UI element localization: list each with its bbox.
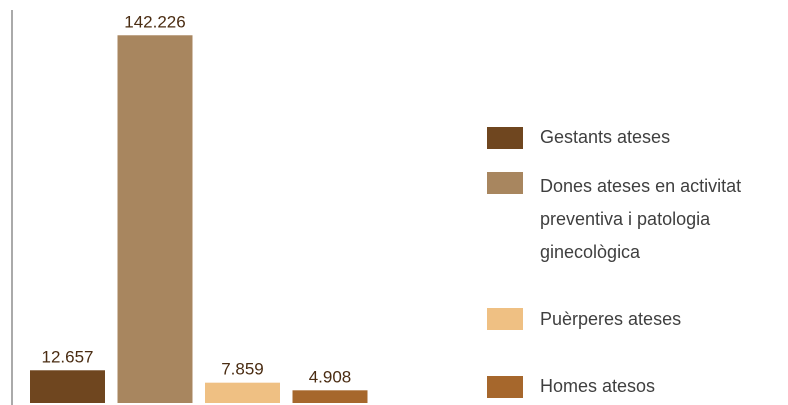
bar	[117, 35, 193, 403]
data-label: 4.908	[309, 367, 352, 386]
data-label: 7.859	[221, 360, 264, 379]
bar	[292, 390, 368, 403]
legend-label: Puèrperes ateses	[540, 309, 682, 329]
legend-label: Dones ateses en activitat preventiva i p…	[540, 176, 742, 262]
bar	[30, 370, 105, 403]
data-label: 12.657	[42, 347, 94, 366]
legend-swatch	[487, 172, 523, 194]
legend-label: Gestants ateses	[540, 127, 671, 147]
legend-swatch	[487, 308, 523, 330]
legend-label: Homes atesos	[540, 376, 656, 396]
legend-swatch	[487, 127, 523, 149]
data-label: 142.226	[124, 12, 185, 31]
legend-swatch	[487, 376, 523, 398]
bar	[205, 382, 280, 403]
